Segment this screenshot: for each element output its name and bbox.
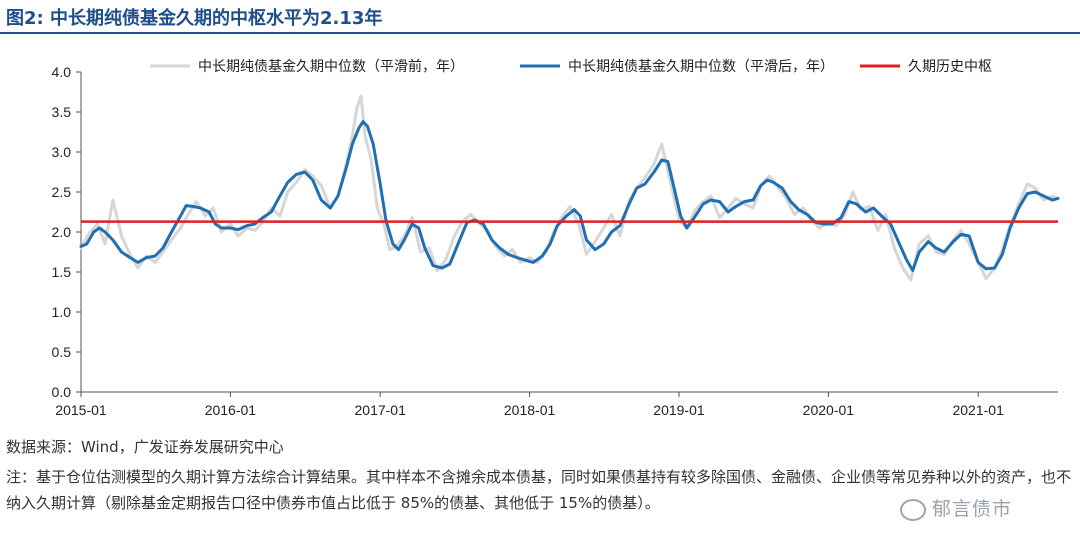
line-chart: 0.0 0.5 1.0 1.5 2.0 2.5 3.0 3.5 4.0 2015-01 2016-0… bbox=[52, 58, 1060, 418]
wechat-logo-icon bbox=[900, 498, 926, 521]
y-tick-label: 2.5 bbox=[52, 184, 72, 200]
legend-label: 中长期纯债基金久期中位数（平滑后，年） bbox=[568, 58, 834, 75]
y-tick-label: 3.0 bbox=[52, 144, 72, 160]
y-tick-label: 1.5 bbox=[52, 264, 72, 280]
legend-label: 中长期纯债基金久期中位数（平滑前，年） bbox=[198, 58, 464, 75]
x-tick-label: 2021-01 bbox=[952, 402, 1004, 418]
x-tick-label: 2017-01 bbox=[355, 402, 407, 418]
x-tick-label: 2015-01 bbox=[55, 402, 107, 418]
y-tick-label: 0.5 bbox=[52, 344, 72, 360]
y-tick-label: 3.5 bbox=[52, 104, 72, 120]
y-tick-label: 0.0 bbox=[52, 384, 72, 400]
legend-label: 久期历史中枢 bbox=[908, 59, 992, 75]
chart-axes: 0.0 0.5 1.0 1.5 2.0 2.5 3.0 3.5 4.0 2015-01 2016-0… bbox=[52, 64, 1058, 418]
watermark: 郁言债市 bbox=[900, 494, 1012, 521]
y-tick-label: 2.0 bbox=[52, 224, 72, 240]
x-tick-label: 2020-01 bbox=[803, 402, 855, 418]
data-source: 数据来源：Wind，广发证券发展研究中心 bbox=[6, 438, 284, 456]
figure-title-bar: 图2: 中长期纯债基金久期的中枢水平为2.13年 bbox=[0, 0, 1080, 34]
figure-title: 图2: 中长期纯债基金久期的中枢水平为2.13年 bbox=[6, 8, 383, 29]
chart-legend: 中长期纯债基金久期中位数（平滑前，年） 中长期纯债基金久期中位数（平滑后，年） 久期… bbox=[150, 58, 992, 75]
x-tick-label: 2018-01 bbox=[504, 402, 556, 418]
series-line-smoothed bbox=[79, 120, 1060, 272]
series-line-unsmoothed bbox=[79, 94, 1060, 282]
series-layer bbox=[79, 94, 1060, 282]
watermark-text: 郁言债市 bbox=[932, 498, 1013, 520]
footnote: 注：基于仓位估测模型的久期计算方法综合计算结果。其中样本不含摊余成本债基，同时如… bbox=[6, 468, 1072, 512]
y-tick-label: 1.0 bbox=[52, 304, 72, 320]
x-tick-label: 2019-01 bbox=[653, 402, 705, 418]
y-tick-label: 4.0 bbox=[52, 64, 72, 80]
x-tick-label: 2016-01 bbox=[205, 402, 257, 418]
